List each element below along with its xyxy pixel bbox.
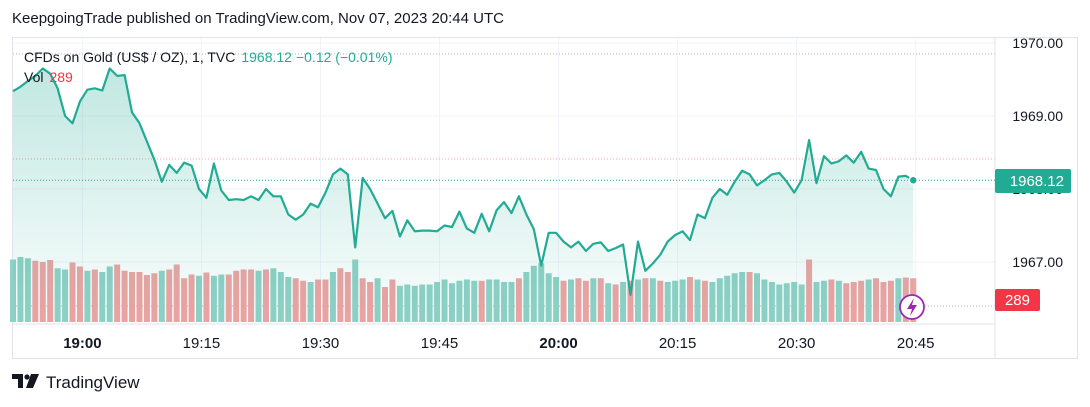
y-tick-label: 1967.00 [1012,254,1063,270]
x-tick-label: 19:00 [63,335,101,352]
legend-symbol: CFDs on Gold (US$ / OZ), 1, TVC [24,49,236,65]
y-tick-label: 1970.00 [1012,35,1063,51]
x-tick-label: 20:45 [897,335,935,352]
legend-vol-label: Vol [24,69,44,85]
chart-legend: CFDs on Gold (US$ / OZ), 1, TVC 1968.12 −0… [24,47,392,87]
tradingview-logo-icon [12,373,40,393]
y-tick-label: 1969.00 [1012,108,1063,124]
footer-brand: TradingView [46,373,140,392]
x-tick-label: 19:30 [302,335,340,352]
volume-badge: 289 [995,289,1040,311]
x-tick-label: 19:15 [183,335,221,352]
publish-header: KeepgoingTrade published on TradingView.… [12,10,504,27]
x-tick-label: 20:30 [778,335,816,352]
legend-price: 1968.12 [241,49,292,65]
volume-label: 289 [1005,292,1030,309]
chart-frame[interactable] [12,37,1078,359]
price-area [13,68,914,322]
lightning-icon[interactable] [899,294,925,320]
last-price-label: 1968.12 [1010,173,1064,190]
last-price-badge: 1968.12 [995,169,1071,193]
x-tick-label: 20:15 [659,335,697,352]
last-price-dot [908,175,918,185]
footer[interactable]: TradingView [12,373,140,393]
price-line [12,67,914,296]
x-tick-label: 20:00 [539,335,577,352]
legend-vol-value: 289 [49,69,73,85]
legend-change: −0.12 (−0.01%) [295,49,393,65]
x-tick-label: 19:45 [421,335,459,352]
